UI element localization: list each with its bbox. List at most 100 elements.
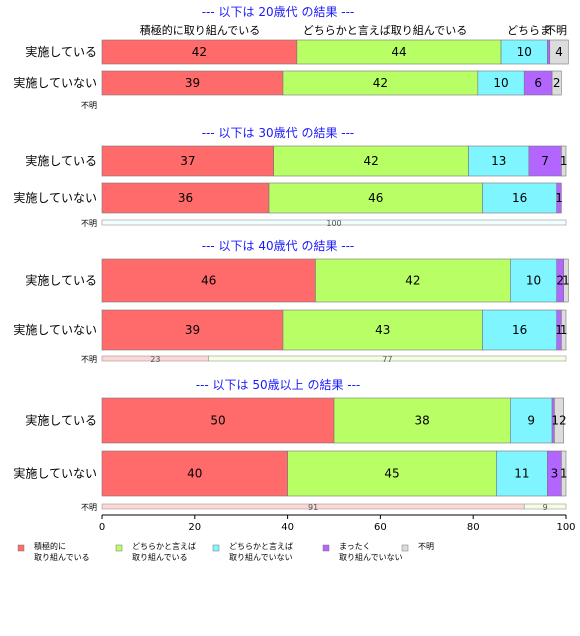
bar-value-label: 42: [373, 76, 388, 90]
bar-segment: [549, 39, 569, 65]
bar-value-label: 7: [541, 154, 549, 168]
bar-value-label: 37: [180, 154, 195, 168]
row-label: 実施していない: [13, 190, 97, 205]
legend-swatch: [17, 544, 25, 552]
bar-segment: [282, 70, 479, 96]
legend-label-line1: 不明: [418, 542, 434, 551]
bar-value-label: 10: [526, 274, 541, 288]
bar-segment: [482, 182, 558, 214]
bar-segment: [563, 258, 569, 303]
bar-segment: [268, 182, 483, 214]
bar-value-label: 1: [555, 323, 563, 337]
legend-swatch: [401, 544, 409, 552]
bar-value-label: 50: [210, 414, 225, 428]
bar-segment: [287, 450, 497, 497]
missing-row-label: 不明: [81, 503, 97, 512]
bar-segment: [523, 70, 553, 96]
legend-label-line1: まったく: [339, 542, 371, 551]
missing-row-label: 不明: [81, 355, 97, 364]
bar-segment: [101, 70, 284, 96]
row-label: 実施していない: [13, 322, 97, 337]
bar-value-label: 36: [178, 191, 193, 205]
bar-segment: [482, 309, 558, 351]
bar-value-label: 12: [551, 414, 566, 428]
legend-swatch: [115, 544, 123, 552]
row-label: 実施していない: [13, 75, 97, 90]
bar-value-label: 4: [555, 45, 563, 59]
bar-value-label: 13: [491, 154, 506, 168]
bar-segment: [561, 145, 567, 177]
bar-value-label: 11: [514, 467, 529, 481]
bar-value-label: 43: [375, 323, 390, 337]
legend-swatch: [322, 544, 330, 552]
row-label: 実施している: [25, 413, 97, 428]
bar-value-label: 42: [405, 274, 420, 288]
category-header-0: 積極的に取り組んでいる: [140, 23, 260, 37]
bar-segment: [101, 309, 284, 351]
x-tick-label: 40: [281, 522, 294, 533]
bar-value-label: 46: [201, 274, 216, 288]
row-label: 実施していない: [13, 466, 97, 481]
bar-segment: [101, 145, 274, 177]
category-header-1: どちらかと言えば取り組んでいる: [303, 24, 467, 37]
category-header-2: どちらま: [507, 24, 551, 37]
bar-value-label: 2: [556, 274, 564, 288]
legend-label-line2: 取り組んでいる: [132, 552, 188, 562]
bar-segment: [551, 70, 562, 96]
x-tick-label: 80: [467, 522, 480, 533]
bar-value-label: 40: [187, 467, 202, 481]
bar-segment: [547, 39, 551, 65]
x-tick-label: 0: [99, 522, 105, 533]
bar-segment: [510, 397, 553, 444]
bar-value-label: 9: [527, 414, 535, 428]
bar-value-label: 38: [415, 414, 430, 428]
bar-segment: [282, 309, 483, 351]
bar-segment: [101, 450, 288, 497]
bar-value-label: 39: [185, 323, 200, 337]
missing-value-label: 91: [308, 503, 318, 512]
missing-value-label: 100: [326, 219, 341, 228]
bar-value-label: 42: [192, 45, 207, 59]
legend-label-line1: 積極的に: [34, 541, 66, 551]
row-label: 実施している: [25, 273, 97, 288]
panel-title-1: --- 以下は 30歳代 の結果 ---: [202, 126, 355, 140]
bar-segment: [101, 182, 270, 214]
bar-segment: [101, 258, 316, 303]
bar-value-label: 16: [512, 191, 527, 205]
bar-segment: [496, 450, 548, 497]
missing-segment: [208, 355, 567, 362]
missing-row-label: 不明: [81, 101, 97, 110]
bar-value-label: 1: [562, 274, 570, 288]
panel-title-3: --- 以下は 50歳以上 の結果 ---: [196, 378, 361, 392]
bar-segment: [561, 309, 567, 351]
x-tick-label: 60: [374, 522, 387, 533]
bar-value-label: 42: [363, 154, 378, 168]
bar-segment: [315, 258, 511, 303]
bar-segment: [556, 182, 562, 214]
bar-segment: [273, 145, 469, 177]
bar-value-label: 1: [555, 191, 563, 205]
x-tick-label: 20: [188, 522, 201, 533]
panel-title-2: --- 以下は 40歳代 の結果 ---: [202, 239, 355, 253]
bar-segment: [101, 397, 335, 444]
bar-segment: [554, 397, 564, 444]
bar-segment: [468, 145, 530, 177]
missing-value-label: 9: [543, 503, 548, 512]
legend-label-line1: どちらかと言えば: [132, 541, 196, 551]
bar-segment: [333, 397, 511, 444]
legend-label-line2: 取り組んでいる: [34, 552, 90, 562]
legend-label-line2: 取り組んでいない: [229, 552, 293, 562]
bar-value-label: 45: [384, 467, 399, 481]
row-label: 実施している: [25, 44, 97, 59]
missing-row-label: 不明: [81, 219, 97, 228]
panel-title-0: --- 以下は 20歳代 の結果 ---: [202, 5, 355, 19]
bar-value-label: 1: [560, 323, 568, 337]
missing-value-label: 77: [382, 355, 392, 364]
bar-value-label: 39: [185, 76, 200, 90]
bar-value-label: 6: [534, 76, 542, 90]
missing-segment: [523, 503, 567, 510]
bar-value-label: 2: [553, 76, 561, 90]
bar-segment: [477, 70, 525, 96]
bar-value-label: 10: [493, 76, 508, 90]
